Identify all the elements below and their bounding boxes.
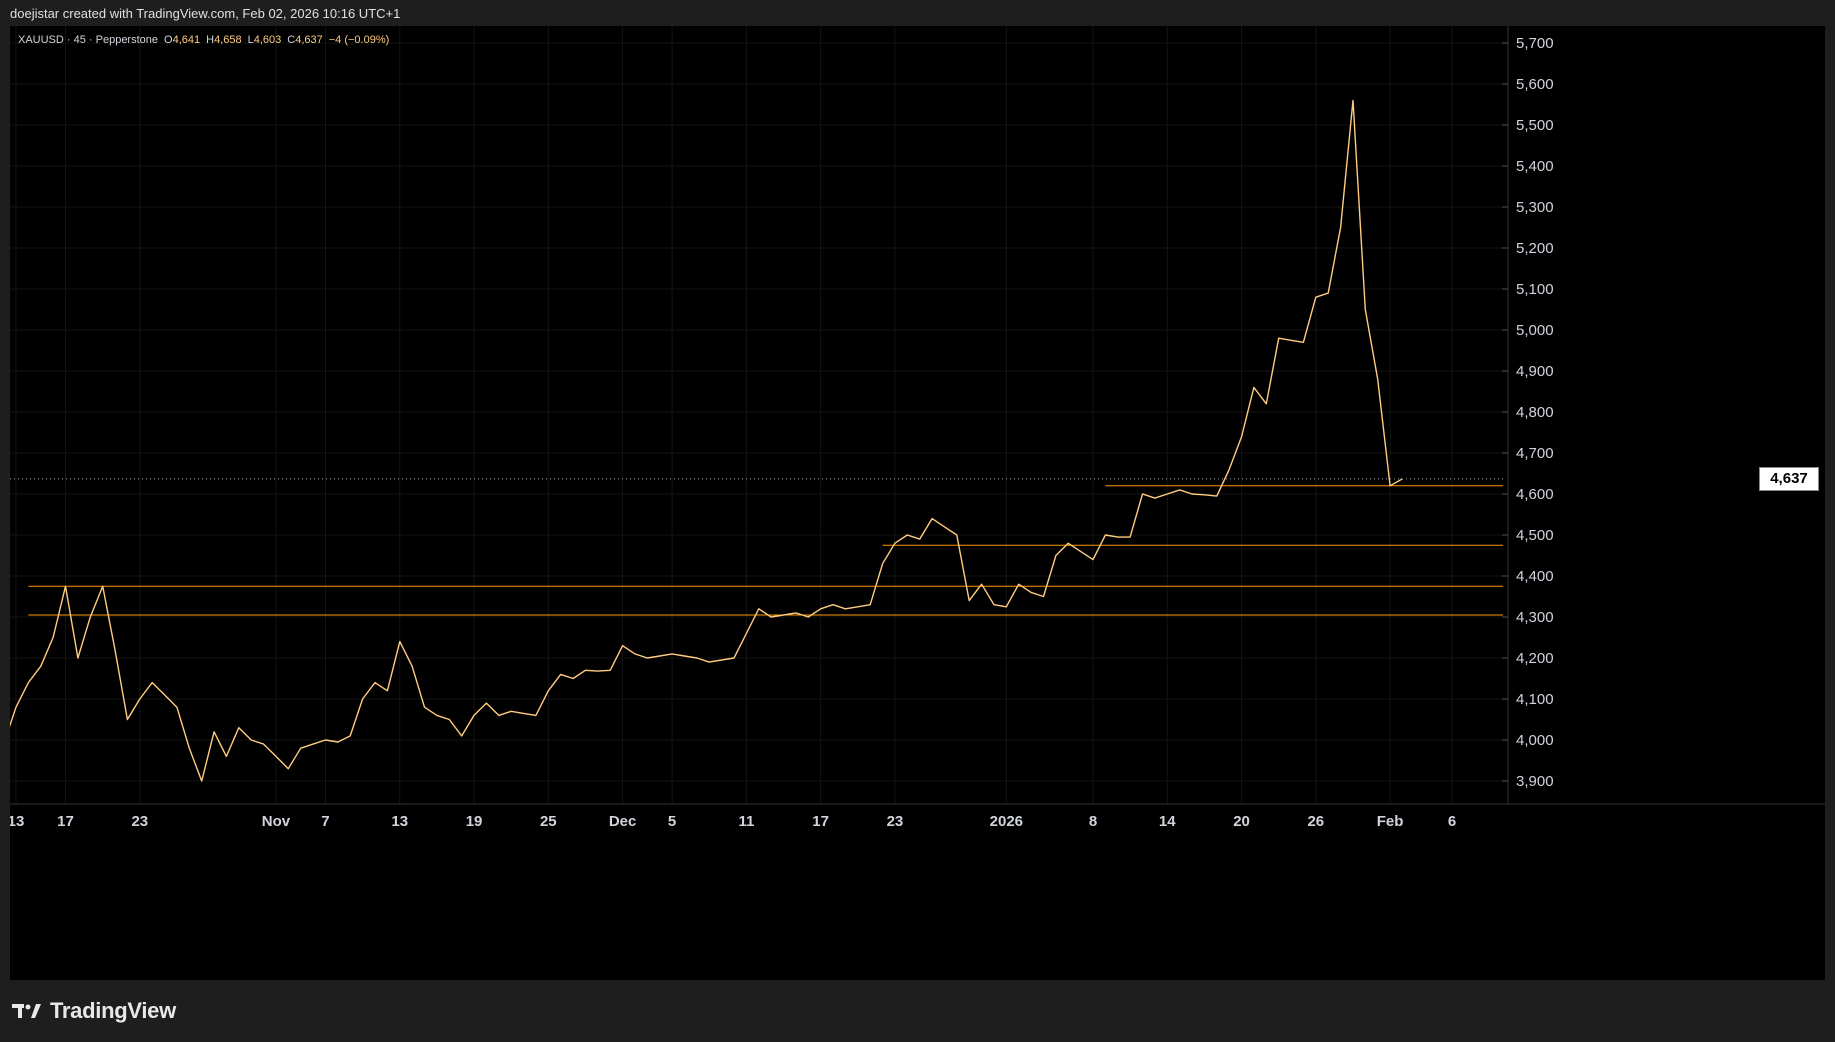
change-value: −4 (−0.09%): [328, 34, 390, 46]
y-tick-label: 5,600: [1516, 76, 1554, 93]
y-tick-label: 5,000: [1516, 322, 1554, 339]
price-series: [10, 99, 1503, 782]
x-tick-label: Nov: [262, 813, 291, 830]
x-tick-label: 25: [540, 813, 557, 830]
grid-lines: [10, 26, 1503, 804]
x-tick-label: 13: [391, 813, 408, 830]
x-tick-label: 17: [812, 813, 829, 830]
high-label: H: [206, 34, 215, 46]
low-label: L: [247, 34, 254, 46]
symbol-legend[interactable]: XAUUSD · 45 · Pepperstone O4,641 H4,658 …: [18, 34, 389, 46]
close-value: 4,637: [295, 34, 323, 46]
y-tick-label: 5,500: [1516, 117, 1554, 134]
last-price-tag: 4,637: [1759, 466, 1819, 491]
x-tick-label: 14: [1159, 813, 1176, 830]
y-tick-label: 4,000: [1516, 732, 1554, 749]
horizontal-levels: [28, 485, 1503, 616]
low-value: 4,603: [253, 34, 282, 46]
x-tick-label: Dec: [609, 813, 637, 830]
close-label: C: [287, 34, 296, 46]
y-tick-label: 5,100: [1516, 281, 1554, 298]
x-tick-label: 13: [10, 813, 24, 830]
chart-area[interactable]: 3,900 4,000 4,100 4,200 4,300 4,400 4,500 4,600…: [10, 26, 1825, 980]
y-tick-label: 4,800: [1516, 404, 1554, 421]
symbol-name[interactable]: XAUUSD · 45 · Pepperstone: [18, 34, 159, 46]
y-tick-label: 4,600: [1516, 486, 1554, 503]
x-tick-label: 2026: [990, 813, 1023, 830]
y-tick-label: 5,300: [1516, 199, 1554, 216]
x-tick-label: 26: [1307, 813, 1324, 830]
high-value: 4,658: [214, 34, 242, 46]
x-tick-label: 20: [1233, 813, 1250, 830]
x-tick-label: 23: [131, 813, 148, 830]
y-tick-label: 5,700: [1516, 35, 1554, 52]
x-tick-label: 11: [738, 813, 754, 830]
brand[interactable]: TradingView: [12, 998, 176, 1024]
open-label: O: [164, 34, 173, 46]
x-tick-label: Feb: [1377, 813, 1404, 830]
footer: TradingView: [0, 980, 1835, 1042]
y-tick-label: 3,900: [1516, 773, 1554, 790]
x-tick-label: 8: [1089, 813, 1097, 830]
y-tick-label: 5,400: [1516, 158, 1554, 175]
y-tick-label: 4,100: [1516, 691, 1554, 708]
price-line: [10, 99, 1403, 782]
y-tick-label: 4,200: [1516, 650, 1554, 667]
y-axis: 3,900 4,000 4,100 4,200 4,300 4,400 4,500 4,600…: [1502, 26, 1554, 804]
x-tick-label: 7: [321, 813, 329, 830]
chart-credit: doejistar created with TradingView.com, …: [0, 0, 1835, 26]
x-axis: 13 17 23 Nov 7 13 19 25 Dec 5 11 17 23 2026 8 14 20 26 Feb…: [10, 803, 1825, 830]
price-chart[interactable]: 3,900 4,000 4,100 4,200 4,300 4,400 4,500 4,600…: [10, 26, 1825, 980]
tradingview-logo-icon: [12, 1004, 41, 1018]
y-tick-label: 5,200: [1516, 240, 1554, 257]
y-tick-label: 4,900: [1516, 363, 1554, 380]
x-tick-label: 19: [466, 813, 483, 830]
x-tick-label: 5: [668, 813, 676, 830]
y-tick-label: 4,300: [1516, 609, 1554, 626]
x-tick-label: 17: [57, 813, 74, 830]
y-tick-label: 4,700: [1516, 445, 1554, 462]
brand-name: TradingView: [50, 998, 176, 1023]
open-value: 4,641: [172, 34, 201, 46]
x-tick-label: 23: [887, 813, 904, 830]
y-tick-label: 4,400: [1516, 568, 1554, 585]
y-tick-label: 4,500: [1516, 527, 1554, 544]
x-tick-label: 6: [1448, 813, 1456, 830]
